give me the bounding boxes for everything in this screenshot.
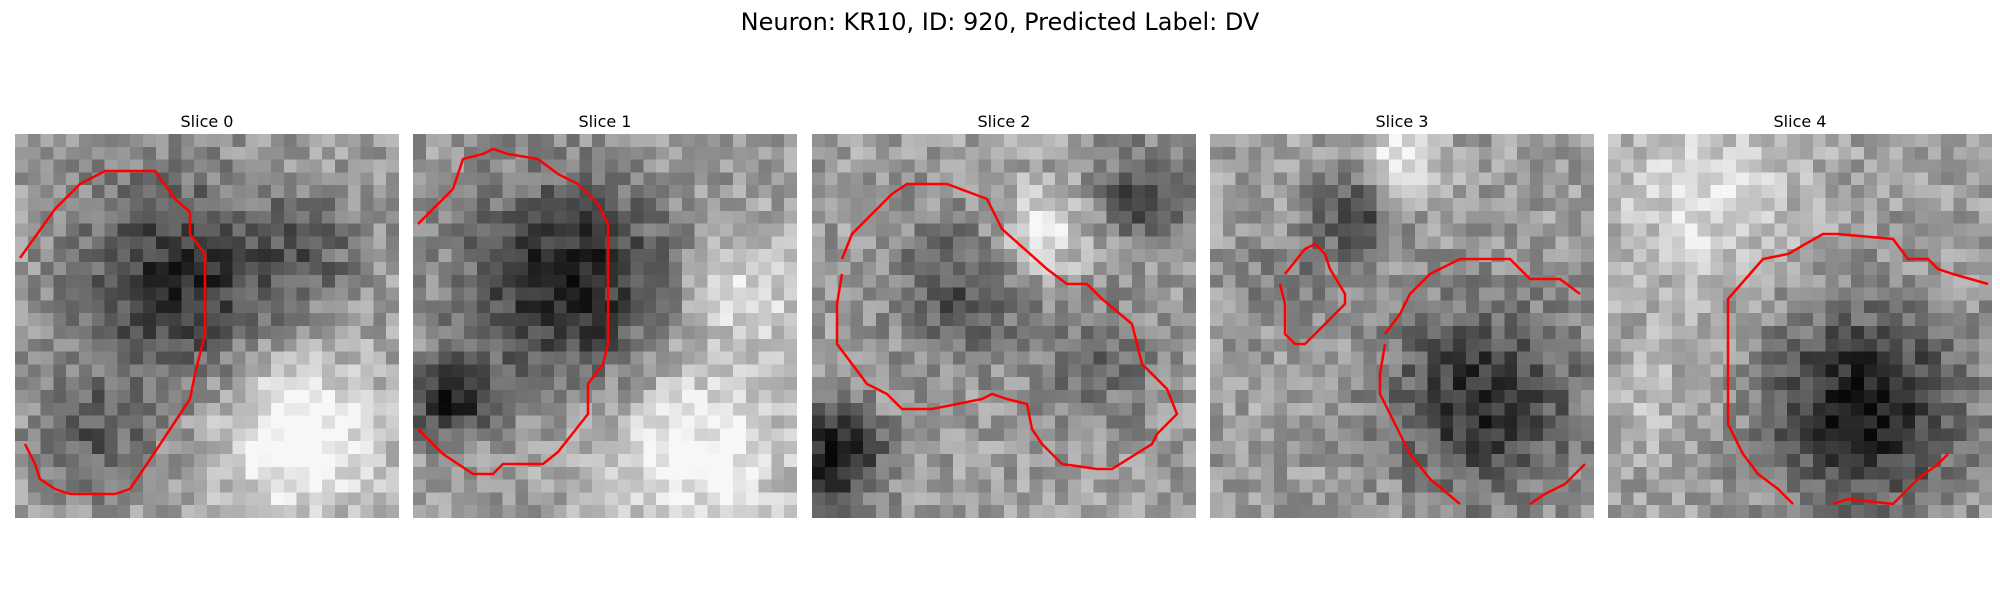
grayscale-image — [1210, 134, 1594, 518]
grayscale-image — [1608, 134, 1992, 518]
segmentation-contour — [835, 182, 1179, 471]
slice-panel-2: Slice 2 — [812, 110, 1196, 518]
slice-image — [15, 134, 399, 518]
segmentation-contour — [18, 169, 207, 496]
slice-image — [812, 134, 1196, 518]
slice-panel-1: Slice 1 — [413, 110, 797, 518]
segmentation-contour — [1726, 232, 1989, 506]
slice-panel-4: Slice 4 — [1608, 110, 1992, 518]
grayscale-image — [413, 134, 797, 518]
slice-title: Slice 3 — [1375, 112, 1429, 131]
slice-title: Slice 1 — [578, 112, 632, 131]
slice-image — [1608, 134, 1992, 518]
figure-title: Neuron: KR10, ID: 920, Predicted Label: … — [740, 8, 1260, 36]
segmentation-contour — [1278, 242, 1586, 506]
slice-image — [413, 134, 797, 518]
slice-title: Slice 4 — [1773, 112, 1827, 131]
slice-panel-3: Slice 3 — [1210, 110, 1594, 518]
slice-title: Slice 2 — [977, 112, 1031, 131]
slice-image — [1210, 134, 1594, 518]
segmentation-contour — [417, 147, 610, 476]
slice-title: Slice 0 — [180, 112, 234, 131]
slice-panel-0: Slice 0 — [15, 110, 399, 518]
grayscale-image — [15, 134, 399, 518]
